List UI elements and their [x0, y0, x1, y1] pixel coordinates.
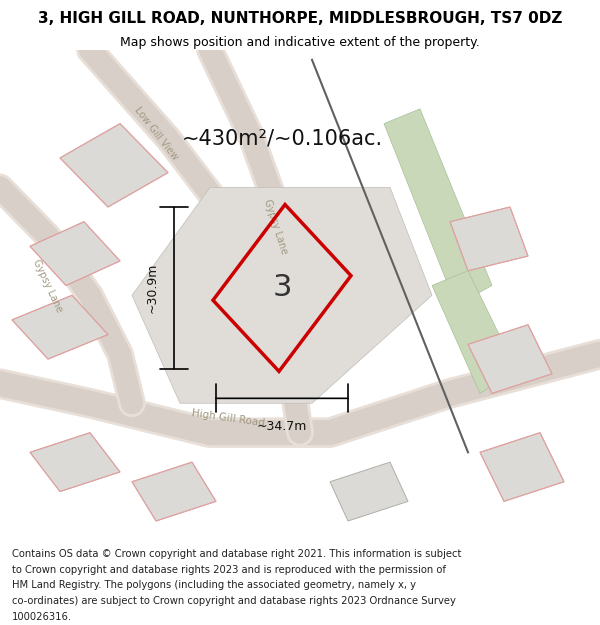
Text: HM Land Registry. The polygons (including the associated geometry, namely x, y: HM Land Registry. The polygons (includin…	[12, 580, 416, 590]
Polygon shape	[480, 432, 564, 501]
Text: Low Gill View: Low Gill View	[132, 105, 180, 162]
Text: 100026316.: 100026316.	[12, 611, 72, 621]
Text: Contains OS data © Crown copyright and database right 2021. This information is : Contains OS data © Crown copyright and d…	[12, 549, 461, 559]
Text: ~430m²/~0.106ac.: ~430m²/~0.106ac.	[181, 128, 383, 148]
Text: ~30.9m: ~30.9m	[146, 262, 159, 313]
Text: 3: 3	[272, 274, 292, 302]
Text: ~34.7m: ~34.7m	[257, 421, 307, 433]
Polygon shape	[30, 222, 120, 286]
Polygon shape	[132, 462, 216, 521]
Polygon shape	[384, 109, 492, 305]
Polygon shape	[468, 325, 552, 394]
Text: Map shows position and indicative extent of the property.: Map shows position and indicative extent…	[120, 36, 480, 49]
Text: Gypsy Lane: Gypsy Lane	[262, 198, 290, 256]
Polygon shape	[330, 462, 408, 521]
Text: Gypsy Lane: Gypsy Lane	[31, 258, 65, 314]
Polygon shape	[60, 124, 168, 207]
Polygon shape	[432, 271, 516, 394]
Text: co-ordinates) are subject to Crown copyright and database rights 2023 Ordnance S: co-ordinates) are subject to Crown copyr…	[12, 596, 456, 606]
Polygon shape	[450, 207, 528, 271]
Polygon shape	[132, 188, 432, 403]
Text: 3, HIGH GILL ROAD, NUNTHORPE, MIDDLESBROUGH, TS7 0DZ: 3, HIGH GILL ROAD, NUNTHORPE, MIDDLESBRO…	[38, 11, 562, 26]
Text: to Crown copyright and database rights 2023 and is reproduced with the permissio: to Crown copyright and database rights 2…	[12, 564, 446, 574]
Polygon shape	[30, 432, 120, 491]
Text: High Gill Road: High Gill Road	[191, 408, 265, 428]
Polygon shape	[12, 295, 108, 359]
